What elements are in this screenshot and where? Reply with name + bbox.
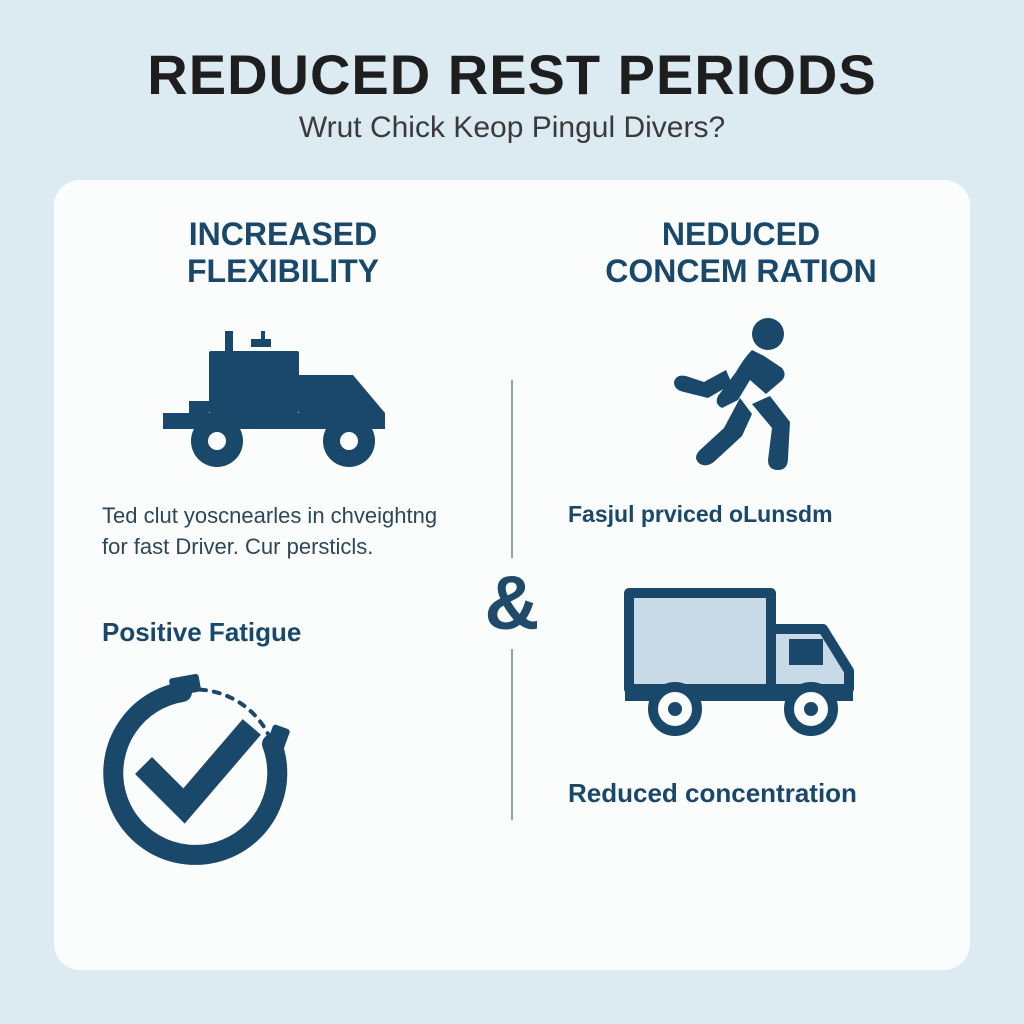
left-body-text: Ted clut yoscnearles in chveightng for f… xyxy=(102,500,442,564)
left-heading-line2: FLEXIBILITY xyxy=(187,253,379,289)
right-heading-line2: CONCEM RATION xyxy=(605,253,876,289)
main-title: REDUCED REST PERIODS xyxy=(0,0,1024,107)
ampersand-icon: & xyxy=(477,558,548,649)
left-column: INCREASED FLEXIBILITY xyxy=(54,180,512,970)
infographic-canvas: REDUCED REST PERIODS Wrut Chick Keop Pin… xyxy=(0,0,1024,1024)
check-circle-icon xyxy=(54,664,512,874)
truck-cab-icon xyxy=(54,316,512,476)
main-subtitle: Wrut Chick Keop Pingul Divers? xyxy=(0,111,1024,145)
right-heading: NEDUCED CONCEM RATION xyxy=(512,216,970,290)
right-mid-label: Fasjul prviced oLunsdm xyxy=(568,501,930,528)
right-column: NEDUCED CONCEM RATION Fasjul prviced oLu… xyxy=(512,180,970,970)
left-heading: INCREASED FLEXIBILITY xyxy=(54,216,512,290)
left-sub-label: Positive Fatigue xyxy=(102,617,512,648)
box-truck-icon xyxy=(512,574,970,744)
left-heading-line1: INCREASED xyxy=(189,216,377,252)
content-card: INCREASED FLEXIBILITY xyxy=(54,180,970,970)
right-bottom-label: Reduced concentration xyxy=(568,778,970,809)
running-person-icon xyxy=(512,308,970,483)
right-heading-line1: NEDUCED xyxy=(662,216,820,252)
